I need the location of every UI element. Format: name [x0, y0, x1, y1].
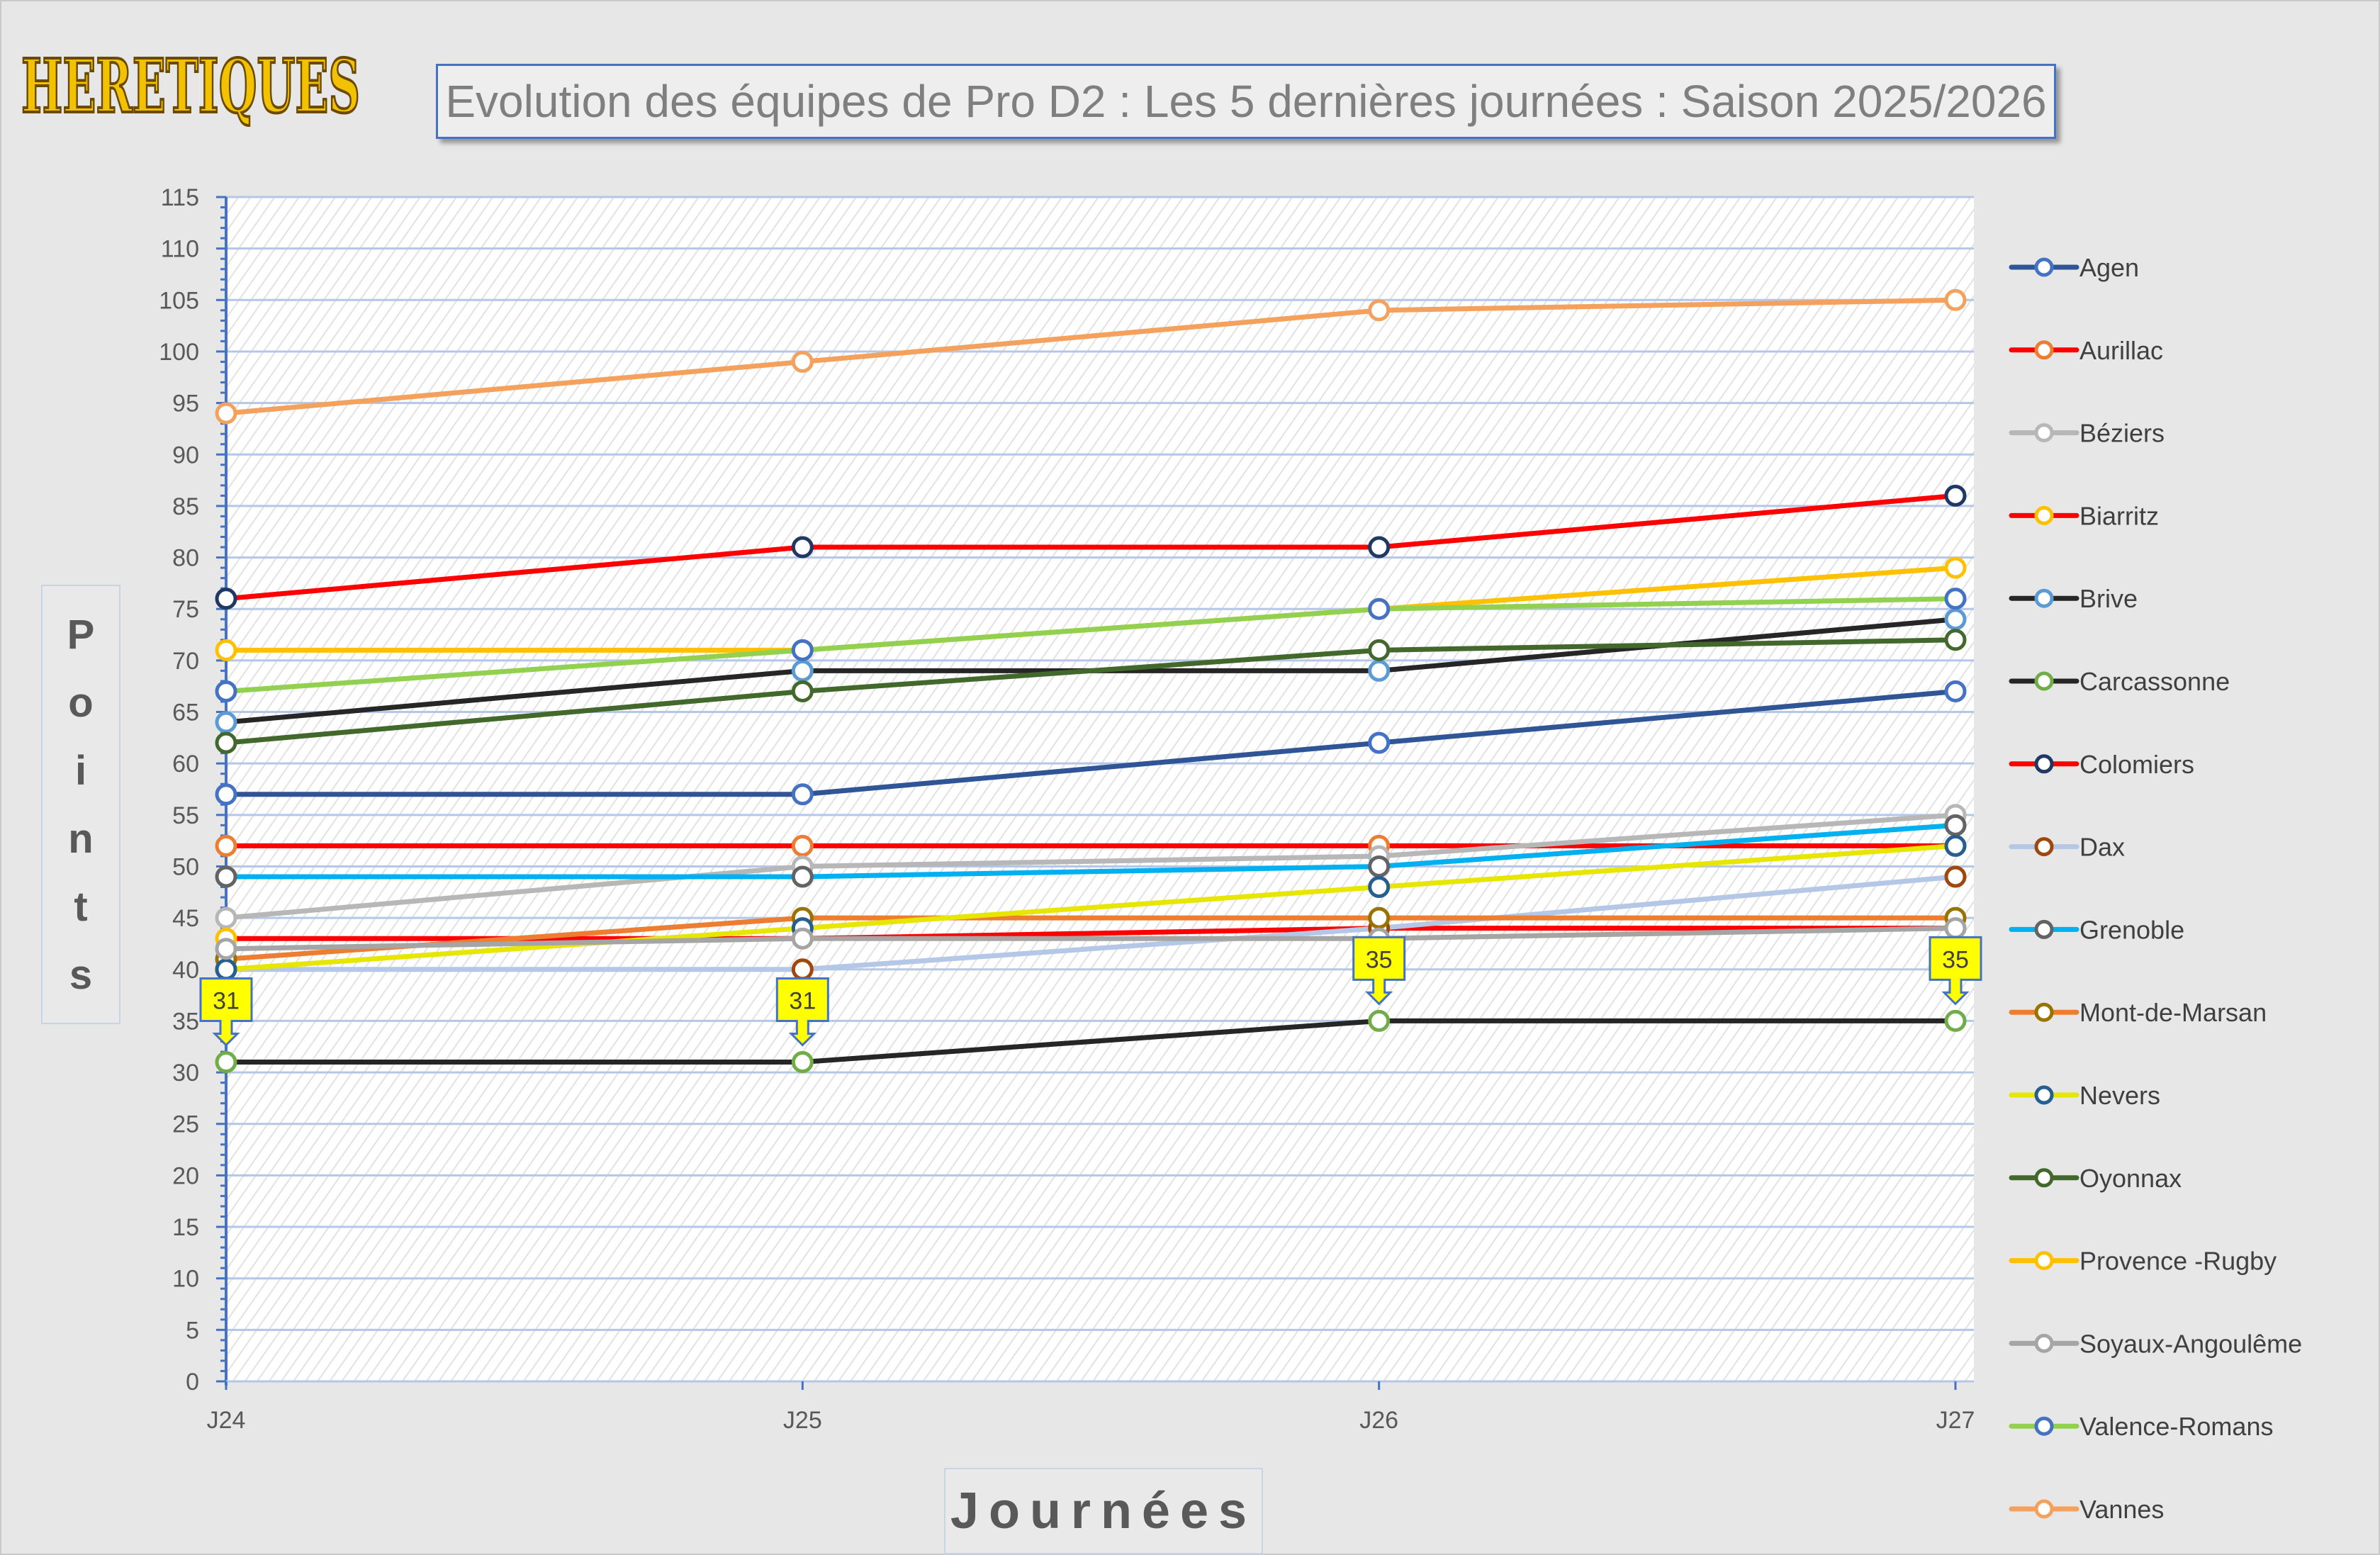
- y-axis-letter: s: [69, 951, 93, 998]
- x-axis-title: Journées: [944, 1468, 1263, 1554]
- y-axis-letter: o: [68, 679, 94, 726]
- y-axis-letter: n: [68, 815, 94, 862]
- svg-text:HERETIQUES: HERETIQUES: [21, 43, 360, 130]
- y-axis-letter: i: [74, 747, 87, 794]
- heretiques-logo: HERETIQUES: [20, 41, 361, 131]
- y-axis-title: P o i n t s: [41, 585, 120, 1024]
- chart-title: Evolution des équipes de Pro D2 : Les 5 …: [436, 64, 2056, 139]
- y-axis-letter: t: [74, 883, 88, 930]
- y-axis-letter: P: [67, 611, 95, 658]
